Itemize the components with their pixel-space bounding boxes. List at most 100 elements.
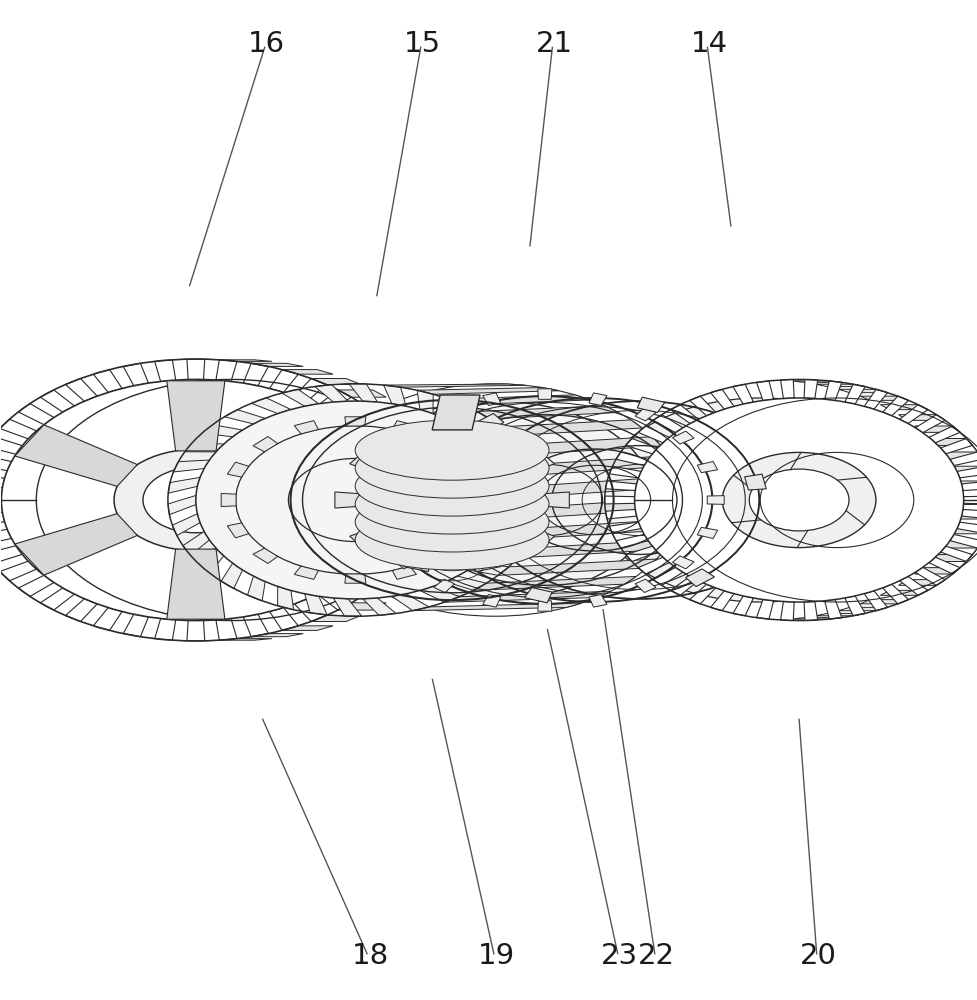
- Polygon shape: [824, 381, 841, 400]
- Polygon shape: [396, 556, 417, 569]
- Polygon shape: [672, 556, 694, 569]
- Polygon shape: [928, 426, 959, 443]
- Polygon shape: [202, 425, 242, 437]
- Polygon shape: [500, 420, 642, 436]
- Polygon shape: [616, 534, 648, 548]
- Polygon shape: [609, 466, 641, 478]
- Polygon shape: [956, 466, 977, 478]
- Polygon shape: [733, 596, 752, 616]
- Polygon shape: [710, 591, 733, 611]
- Text: 16: 16: [248, 30, 285, 58]
- Polygon shape: [0, 546, 22, 564]
- Polygon shape: [604, 496, 634, 504]
- Text: 21: 21: [535, 30, 573, 58]
- Ellipse shape: [722, 452, 875, 548]
- Polygon shape: [927, 439, 971, 445]
- Polygon shape: [475, 413, 503, 431]
- Polygon shape: [468, 412, 489, 437]
- Polygon shape: [247, 576, 265, 601]
- Polygon shape: [172, 514, 200, 536]
- Polygon shape: [755, 381, 773, 400]
- Ellipse shape: [195, 401, 515, 599]
- Polygon shape: [0, 512, 5, 526]
- Polygon shape: [251, 398, 290, 414]
- Polygon shape: [361, 404, 407, 412]
- Polygon shape: [859, 396, 908, 400]
- Polygon shape: [392, 594, 429, 611]
- Polygon shape: [637, 397, 664, 412]
- Polygon shape: [167, 549, 225, 619]
- Polygon shape: [685, 569, 714, 587]
- Polygon shape: [337, 404, 373, 425]
- Polygon shape: [0, 529, 12, 545]
- Polygon shape: [423, 494, 457, 506]
- Polygon shape: [411, 455, 450, 466]
- Polygon shape: [483, 393, 500, 405]
- Polygon shape: [446, 576, 486, 590]
- Polygon shape: [281, 389, 319, 406]
- Polygon shape: [0, 474, 5, 488]
- Polygon shape: [483, 595, 500, 607]
- Polygon shape: [914, 567, 944, 585]
- Polygon shape: [474, 493, 489, 507]
- Polygon shape: [355, 561, 392, 581]
- Polygon shape: [689, 396, 715, 416]
- Polygon shape: [824, 600, 841, 619]
- Polygon shape: [864, 591, 887, 611]
- Polygon shape: [953, 481, 977, 489]
- Polygon shape: [382, 419, 426, 429]
- Polygon shape: [362, 598, 396, 615]
- Polygon shape: [281, 370, 333, 374]
- Polygon shape: [65, 379, 97, 401]
- Polygon shape: [396, 431, 417, 444]
- Polygon shape: [419, 474, 456, 485]
- Polygon shape: [227, 462, 248, 477]
- Polygon shape: [337, 603, 386, 610]
- Polygon shape: [167, 381, 225, 451]
- Polygon shape: [501, 528, 536, 540]
- Polygon shape: [471, 553, 500, 572]
- Polygon shape: [940, 439, 971, 454]
- Polygon shape: [898, 580, 944, 585]
- Polygon shape: [305, 594, 327, 615]
- Polygon shape: [355, 419, 392, 439]
- Polygon shape: [790, 618, 841, 619]
- Polygon shape: [913, 426, 959, 432]
- Polygon shape: [461, 462, 483, 477]
- Polygon shape: [669, 405, 698, 424]
- Polygon shape: [540, 498, 682, 517]
- Polygon shape: [487, 427, 511, 452]
- Polygon shape: [471, 428, 500, 447]
- Text: 14: 14: [690, 30, 727, 58]
- Polygon shape: [837, 389, 887, 393]
- Ellipse shape: [355, 510, 548, 570]
- Polygon shape: [40, 588, 74, 610]
- Polygon shape: [962, 496, 977, 504]
- Polygon shape: [371, 527, 392, 539]
- Polygon shape: [251, 634, 303, 637]
- Polygon shape: [369, 546, 405, 564]
- Polygon shape: [541, 476, 681, 496]
- Polygon shape: [898, 415, 944, 420]
- Polygon shape: [949, 534, 977, 548]
- Polygon shape: [361, 588, 407, 596]
- Polygon shape: [216, 360, 236, 381]
- Polygon shape: [349, 384, 377, 402]
- Ellipse shape: [748, 469, 848, 531]
- Polygon shape: [844, 596, 865, 616]
- Polygon shape: [697, 461, 717, 473]
- Polygon shape: [383, 384, 525, 387]
- Polygon shape: [317, 390, 351, 412]
- Polygon shape: [940, 546, 971, 561]
- Polygon shape: [960, 481, 977, 491]
- Polygon shape: [227, 523, 248, 538]
- Polygon shape: [387, 512, 421, 526]
- Polygon shape: [514, 485, 542, 505]
- Polygon shape: [294, 599, 326, 621]
- Polygon shape: [879, 405, 927, 410]
- Ellipse shape: [355, 420, 548, 480]
- Polygon shape: [524, 588, 552, 603]
- Polygon shape: [317, 588, 351, 610]
- Polygon shape: [334, 492, 359, 508]
- Polygon shape: [477, 406, 617, 419]
